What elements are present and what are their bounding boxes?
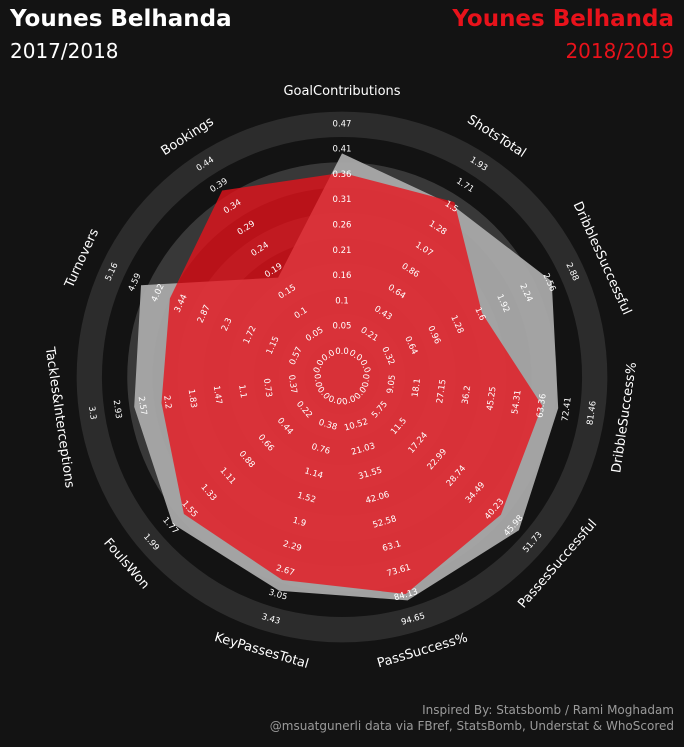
axis-label-tackles-interceptions: Tackles&Interceptions — [42, 345, 77, 489]
tick-label: 0.0 — [311, 373, 323, 388]
tick-label: 0.47 — [333, 119, 352, 129]
footer-credits: @msuatgunerli data via FBref, StatsBomb,… — [270, 719, 674, 733]
footer-inspiration: Inspired By: Statsbomb / Rami Moghadam — [422, 703, 674, 717]
tick-label: 3.3 — [86, 406, 98, 421]
axis-label-dribblesuccess-: DribbleSuccess% — [609, 361, 640, 474]
tick-label: 0.21 — [333, 246, 352, 256]
tick-label: 2.2 — [161, 395, 173, 410]
season-2018: 2018/2019 — [565, 39, 674, 63]
player-name-2017: Younes Belhanda — [10, 6, 232, 32]
tick-label: 0.26 — [333, 221, 352, 231]
tick-label: 0.16 — [333, 271, 352, 281]
axis-label-goalcontributions: GoalContributions — [283, 84, 400, 99]
tick-label: 0.0 — [361, 373, 373, 388]
player-name-2018: Younes Belhanda — [452, 6, 674, 32]
tick-label: 0.36 — [333, 170, 352, 180]
tick-label: 0.05 — [333, 322, 352, 332]
season-2017: 2017/2018 — [10, 39, 119, 63]
tick-label: 0.1 — [335, 296, 349, 306]
tick-label: 0.41 — [333, 145, 352, 155]
tick-label: 1.1 — [236, 384, 248, 399]
tick-label: 0.31 — [333, 195, 352, 205]
